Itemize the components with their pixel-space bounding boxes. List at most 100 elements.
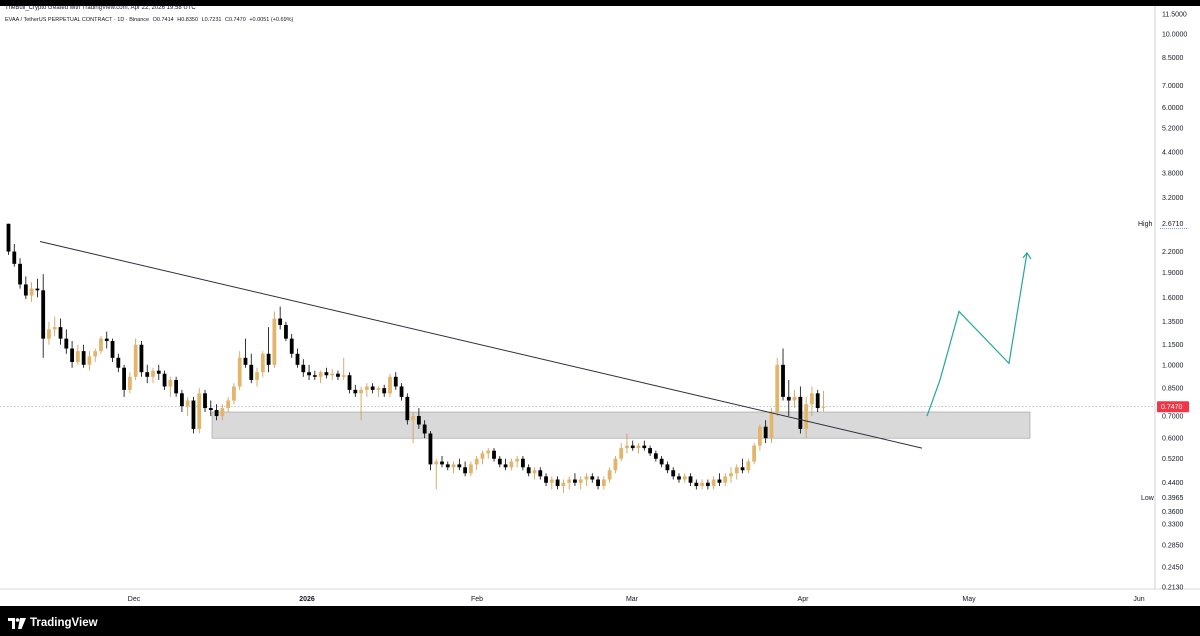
- candle[interactable]: [243, 338, 248, 368]
- candle[interactable]: [509, 458, 514, 471]
- candle[interactable]: [521, 456, 525, 471]
- candle[interactable]: [116, 353, 121, 373]
- candle[interactable]: [469, 461, 473, 477]
- candle[interactable]: [503, 458, 508, 471]
- candle[interactable]: [723, 473, 728, 487]
- candle[interactable]: [399, 383, 404, 401]
- candle[interactable]: [596, 476, 600, 490]
- candle[interactable]: [411, 412, 415, 444]
- candle[interactable]: [474, 456, 479, 471]
- candle[interactable]: [75, 344, 80, 365]
- candle[interactable]: [434, 458, 439, 490]
- tradingview-logo[interactable]: TradingView: [8, 617, 98, 629]
- candle[interactable]: [249, 353, 254, 384]
- candle[interactable]: [775, 357, 780, 417]
- candle[interactable]: [740, 458, 745, 474]
- candle[interactable]: [526, 464, 531, 477]
- candle[interactable]: [729, 467, 733, 483]
- candle[interactable]: [590, 473, 595, 483]
- candle[interactable]: [677, 473, 681, 483]
- candle[interactable]: [139, 341, 144, 377]
- candle[interactable]: [133, 338, 138, 380]
- candle[interactable]: [266, 327, 271, 373]
- candle[interactable]: [752, 443, 757, 465]
- candle[interactable]: [642, 440, 647, 451]
- candle[interactable]: [700, 479, 704, 490]
- candle[interactable]: [12, 243, 17, 267]
- candle[interactable]: [538, 467, 543, 480]
- candle[interactable]: [792, 389, 797, 409]
- candle[interactable]: [804, 396, 809, 439]
- candle[interactable]: [180, 389, 184, 413]
- candle[interactable]: [35, 278, 40, 298]
- candle[interactable]: [64, 329, 69, 354]
- candle[interactable]: [29, 281, 34, 302]
- candle[interactable]: [127, 372, 132, 394]
- candle[interactable]: [226, 396, 231, 413]
- candle[interactable]: [578, 476, 583, 490]
- candle[interactable]: [312, 370, 317, 380]
- candle[interactable]: [122, 364, 126, 397]
- candle[interactable]: [278, 306, 283, 330]
- candle[interactable]: [584, 473, 589, 487]
- candle[interactable]: [364, 383, 369, 397]
- candle[interactable]: [185, 396, 190, 417]
- candle[interactable]: [532, 467, 537, 480]
- candle[interactable]: [573, 473, 577, 487]
- candle[interactable]: [156, 364, 161, 380]
- candle[interactable]: [104, 331, 109, 349]
- candle[interactable]: [301, 359, 306, 377]
- candle[interactable]: [659, 456, 664, 468]
- candle[interactable]: [58, 318, 63, 345]
- candle[interactable]: [821, 390, 826, 412]
- price-chart[interactable]: 11.5000 10.0000 8.5000 7.0000 6.0000 5.2000 4.…: [0, 6, 1200, 606]
- candle[interactable]: [347, 372, 352, 394]
- candle[interactable]: [353, 384, 358, 397]
- candle[interactable]: [370, 383, 375, 394]
- candle[interactable]: [665, 461, 670, 474]
- candle[interactable]: [688, 473, 693, 487]
- candle[interactable]: [815, 389, 820, 413]
- candle[interactable]: [405, 393, 410, 425]
- candle[interactable]: [359, 386, 363, 421]
- candle[interactable]: [497, 456, 502, 468]
- candle[interactable]: [260, 351, 265, 377]
- candle[interactable]: [717, 473, 722, 487]
- candle[interactable]: [445, 461, 450, 471]
- candle[interactable]: [694, 479, 699, 490]
- candle[interactable]: [220, 404, 225, 421]
- candle[interactable]: [555, 476, 560, 490]
- candle[interactable]: [636, 443, 641, 454]
- candle[interactable]: [168, 376, 173, 397]
- candle[interactable]: [763, 420, 768, 444]
- candle[interactable]: [416, 408, 421, 429]
- candle[interactable]: [93, 348, 98, 362]
- candle[interactable]: [440, 456, 444, 468]
- candle[interactable]: [382, 384, 387, 397]
- candle[interactable]: [492, 448, 496, 462]
- candle[interactable]: [151, 367, 155, 384]
- candle[interactable]: [232, 383, 236, 405]
- candle[interactable]: [781, 348, 785, 401]
- candle[interactable]: [284, 321, 288, 342]
- candle[interactable]: [480, 450, 485, 465]
- candle[interactable]: [318, 370, 323, 384]
- candle[interactable]: [41, 274, 46, 358]
- candle[interactable]: [214, 404, 219, 421]
- candle[interactable]: [255, 367, 259, 387]
- candle[interactable]: [711, 476, 716, 490]
- candle[interactable]: [393, 372, 398, 390]
- candle[interactable]: [110, 338, 115, 362]
- candle[interactable]: [463, 461, 468, 477]
- candle[interactable]: [769, 408, 774, 444]
- candle[interactable]: [162, 370, 167, 390]
- candle[interactable]: [515, 456, 520, 468]
- candle[interactable]: [549, 476, 554, 490]
- candle[interactable]: [295, 348, 300, 368]
- candle[interactable]: [544, 473, 548, 487]
- candle[interactable]: [87, 351, 92, 371]
- candle[interactable]: [18, 258, 22, 289]
- candle[interactable]: [625, 433, 629, 454]
- candle[interactable]: [705, 479, 710, 490]
- candle[interactable]: [376, 386, 381, 397]
